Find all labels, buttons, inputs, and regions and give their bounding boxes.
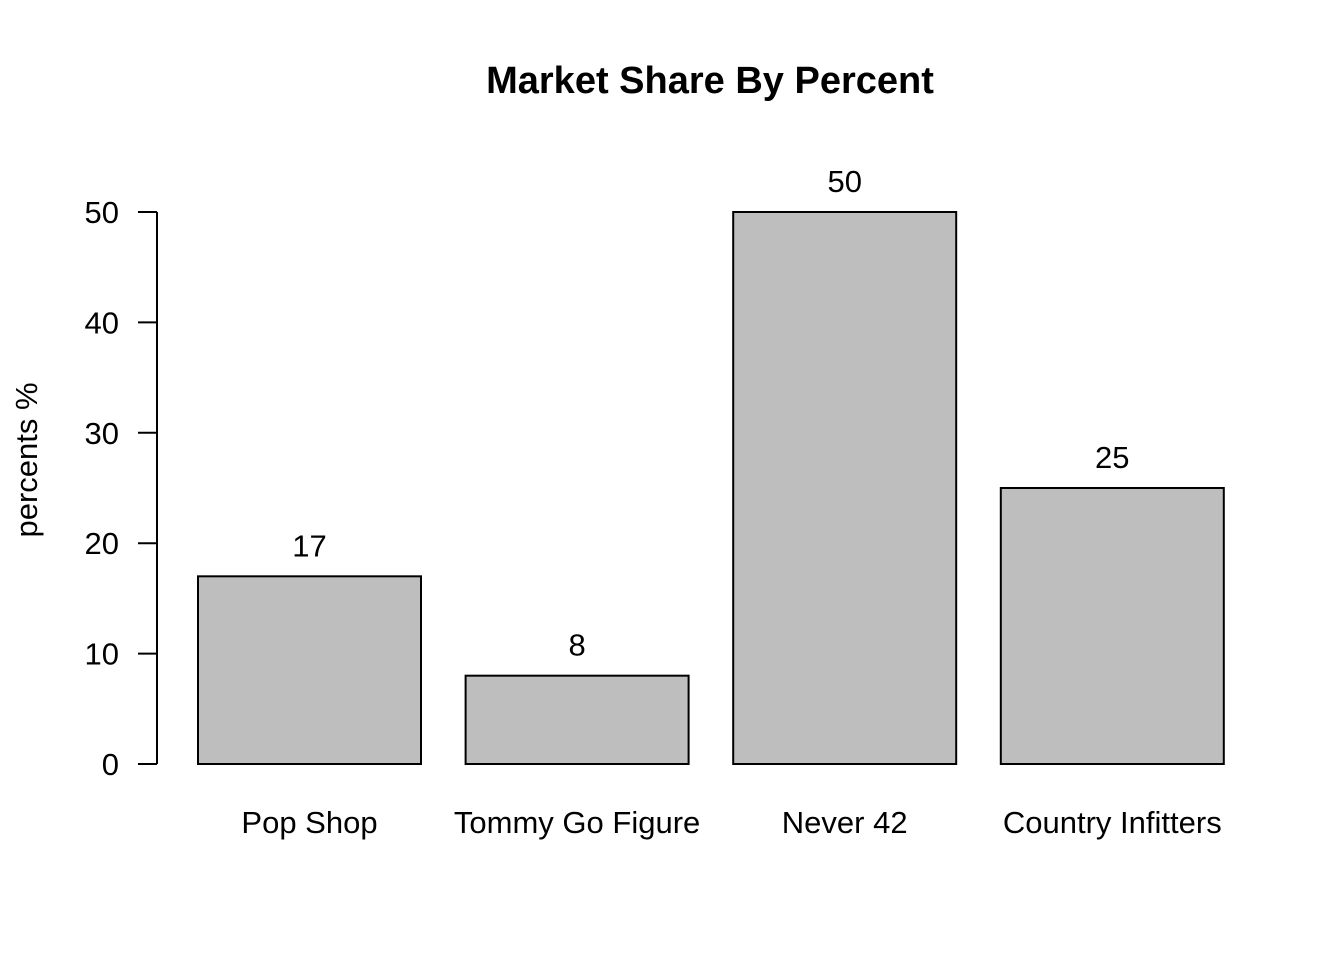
bar xyxy=(197,575,422,765)
bar xyxy=(464,674,690,765)
bar xyxy=(999,487,1225,765)
bar xyxy=(732,211,958,765)
category-label: Tommy Go Figure xyxy=(454,805,700,840)
y-tick-label: 30 xyxy=(85,416,119,451)
bars xyxy=(197,211,1225,765)
y-axis: 0 10 20 30 40 50 xyxy=(85,195,158,782)
data-label: 17 xyxy=(292,528,326,563)
y-tick-label: 40 xyxy=(85,305,119,340)
chart-title: Market Share By Percent xyxy=(486,60,934,102)
data-label: 50 xyxy=(827,164,861,199)
data-label: 8 xyxy=(568,628,585,663)
category-label: Never 42 xyxy=(782,805,908,840)
y-axis-label: percents % xyxy=(9,382,44,537)
y-tick-label: 50 xyxy=(85,195,119,230)
y-tick-label: 10 xyxy=(85,637,119,672)
category-label: Pop Shop xyxy=(241,805,377,840)
category-labels: Pop Shop Tommy Go Figure Never 42 Country I… xyxy=(241,805,1221,840)
y-tick-label: 0 xyxy=(102,747,119,782)
category-label: Country Infitters xyxy=(1003,805,1222,840)
data-labels: 17 8 50 25 xyxy=(292,164,1129,663)
data-label: 25 xyxy=(1095,440,1129,475)
y-tick-label: 20 xyxy=(85,526,119,561)
